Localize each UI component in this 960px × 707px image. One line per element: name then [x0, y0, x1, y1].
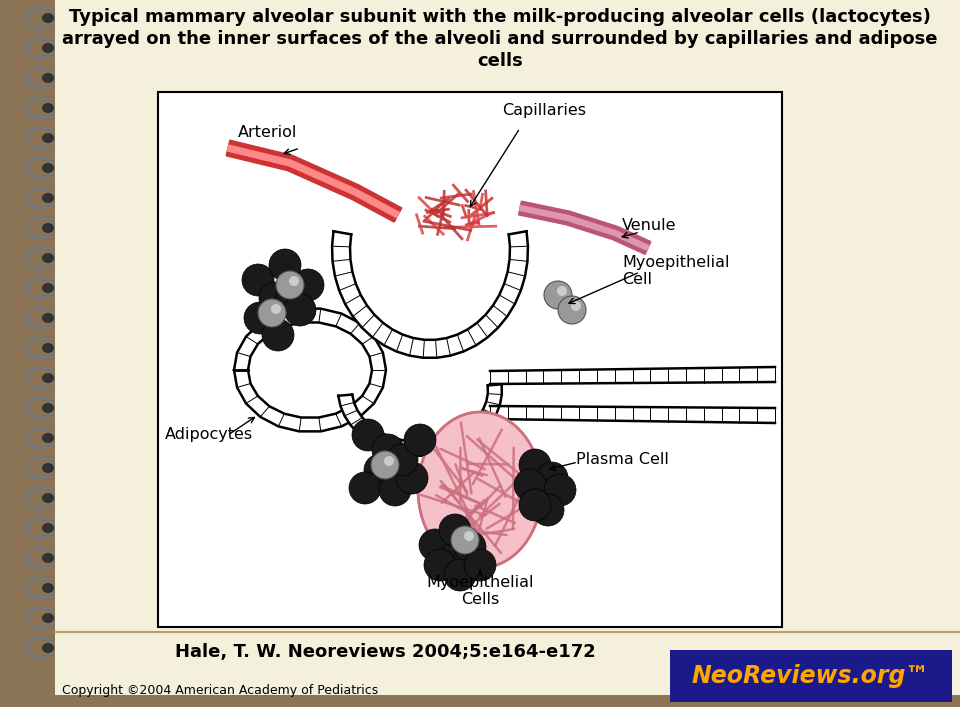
Ellipse shape — [42, 464, 54, 472]
Ellipse shape — [42, 284, 54, 293]
Circle shape — [544, 474, 576, 506]
Ellipse shape — [42, 223, 54, 233]
Circle shape — [349, 472, 381, 504]
Ellipse shape — [418, 412, 542, 568]
Circle shape — [258, 299, 286, 327]
Circle shape — [386, 444, 418, 476]
Polygon shape — [338, 384, 502, 456]
Ellipse shape — [42, 554, 54, 563]
Polygon shape — [228, 145, 399, 218]
Ellipse shape — [42, 614, 54, 622]
Circle shape — [284, 294, 316, 326]
Text: arrayed on the inner surfaces of the alveoli and surrounded by capillaries and a: arrayed on the inner surfaces of the alv… — [62, 30, 938, 48]
Polygon shape — [519, 206, 649, 250]
Polygon shape — [518, 201, 651, 255]
Ellipse shape — [42, 373, 54, 382]
Circle shape — [454, 531, 486, 563]
Ellipse shape — [42, 583, 54, 592]
Circle shape — [244, 302, 276, 334]
Ellipse shape — [42, 643, 54, 653]
Circle shape — [529, 479, 561, 511]
Circle shape — [464, 549, 496, 581]
Circle shape — [379, 474, 411, 506]
Ellipse shape — [42, 313, 54, 322]
Ellipse shape — [42, 493, 54, 503]
Ellipse shape — [42, 44, 54, 52]
Text: Copyright ©2004 American Academy of Pediatrics: Copyright ©2004 American Academy of Pedi… — [62, 684, 378, 697]
Text: Capillaries: Capillaries — [502, 103, 586, 118]
Text: Myoepithelial: Myoepithelial — [426, 575, 534, 590]
Circle shape — [404, 424, 436, 456]
Text: Cells: Cells — [461, 592, 499, 607]
Circle shape — [372, 434, 404, 466]
Ellipse shape — [42, 74, 54, 83]
Bar — [158, 92, 782, 627]
Ellipse shape — [42, 523, 54, 532]
Circle shape — [289, 276, 299, 286]
Circle shape — [371, 451, 399, 479]
Ellipse shape — [42, 254, 54, 262]
Ellipse shape — [42, 404, 54, 412]
Circle shape — [259, 282, 291, 314]
Polygon shape — [332, 231, 528, 358]
Circle shape — [519, 449, 551, 481]
Circle shape — [424, 549, 456, 581]
Circle shape — [352, 419, 384, 451]
Polygon shape — [227, 140, 402, 222]
Circle shape — [514, 469, 546, 501]
Circle shape — [292, 269, 324, 301]
Circle shape — [276, 282, 308, 314]
Circle shape — [532, 494, 564, 526]
Circle shape — [439, 514, 471, 546]
Ellipse shape — [42, 344, 54, 353]
Circle shape — [444, 559, 476, 591]
Ellipse shape — [42, 103, 54, 112]
Circle shape — [276, 271, 304, 299]
Circle shape — [439, 542, 471, 574]
Circle shape — [262, 319, 294, 351]
Circle shape — [519, 489, 551, 521]
Text: Hale, T. W. Neoreviews 2004;5:e164-e172: Hale, T. W. Neoreviews 2004;5:e164-e172 — [175, 643, 596, 661]
Polygon shape — [234, 309, 386, 431]
Ellipse shape — [42, 134, 54, 143]
Circle shape — [464, 531, 474, 541]
Ellipse shape — [42, 433, 54, 443]
Circle shape — [571, 301, 581, 311]
Text: Myoepithelial: Myoepithelial — [622, 255, 730, 270]
Text: Cell: Cell — [622, 272, 652, 287]
Text: Adipocytes: Adipocytes — [165, 428, 253, 443]
Text: Venule: Venule — [622, 218, 677, 233]
Circle shape — [451, 526, 479, 554]
Circle shape — [536, 462, 568, 494]
Bar — [670, 650, 952, 702]
Ellipse shape — [42, 194, 54, 202]
Ellipse shape — [42, 13, 54, 23]
Ellipse shape — [42, 163, 54, 173]
Text: Arteriol: Arteriol — [238, 125, 298, 140]
Circle shape — [558, 296, 586, 324]
Circle shape — [242, 264, 274, 296]
Circle shape — [419, 529, 451, 561]
Circle shape — [384, 456, 394, 466]
Text: cells: cells — [477, 52, 523, 70]
Circle shape — [364, 454, 396, 486]
Text: NeoReviews.org™: NeoReviews.org™ — [692, 664, 930, 688]
Circle shape — [557, 286, 567, 296]
Circle shape — [396, 462, 428, 494]
Text: Plasma Cell: Plasma Cell — [576, 452, 669, 467]
Text: Typical mammary alveolar subunit with the milk-producing alveolar cells (lactocy: Typical mammary alveolar subunit with th… — [69, 8, 931, 26]
Circle shape — [544, 281, 572, 309]
Circle shape — [269, 249, 301, 281]
Circle shape — [271, 304, 281, 314]
